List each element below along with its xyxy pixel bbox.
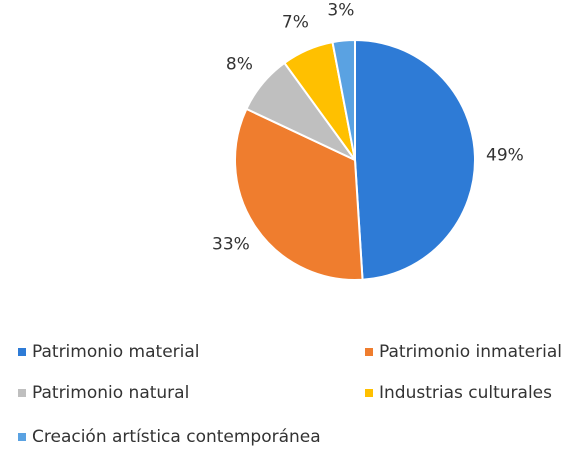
legend-marker — [18, 389, 26, 397]
legend-label: Patrimonio material — [32, 342, 200, 362]
data-label: 7% — [282, 12, 309, 32]
legend-label: Creación artística contemporánea — [32, 427, 321, 447]
pie-slice — [354, 38, 476, 281]
legend-marker — [18, 348, 26, 356]
data-label: 3% — [327, 1, 354, 21]
legend-marker — [365, 389, 373, 397]
legend-label: Patrimonio inmaterial — [379, 342, 562, 362]
pie-slice — [331, 38, 356, 161]
data-label: 49% — [486, 145, 524, 165]
legend-label: Industrias culturales — [379, 383, 552, 403]
legend-marker — [18, 433, 26, 441]
data-label: 33% — [212, 234, 250, 254]
legend-marker — [365, 348, 373, 356]
data-label: 8% — [226, 54, 253, 74]
pie-slice — [234, 107, 364, 281]
legend-label: Patrimonio natural — [32, 383, 189, 403]
